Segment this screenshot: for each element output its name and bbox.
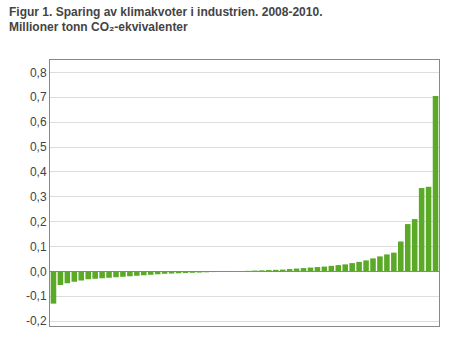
svg-text:0,7: 0,7 [30,90,47,104]
svg-text:0,1: 0,1 [30,240,47,254]
svg-text:0,4: 0,4 [30,165,47,179]
svg-text:0,3: 0,3 [30,190,47,204]
svg-text:0,6: 0,6 [30,115,47,129]
svg-text:-0,2: -0,2 [26,314,47,328]
svg-text:-0,1: -0,1 [26,289,47,303]
svg-text:0,0: 0,0 [30,265,47,279]
svg-text:Figur 1. Sparing av klimakvote: Figur 1. Sparing av klimakvoter i indust… [9,5,322,35]
svg-text:0,2: 0,2 [30,215,47,229]
svg-text:0,8: 0,8 [30,66,47,80]
svg-text:0,5: 0,5 [30,140,47,154]
